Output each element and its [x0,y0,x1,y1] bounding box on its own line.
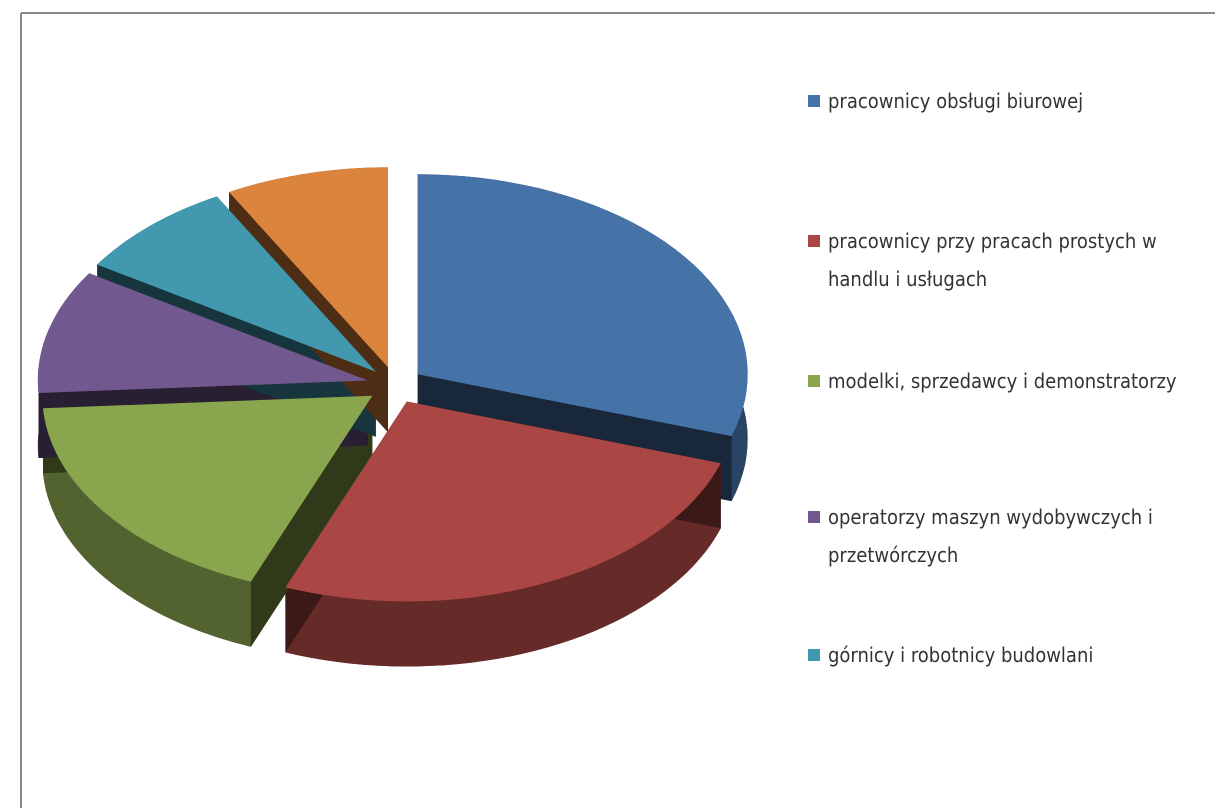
legend-swatch [808,375,820,387]
legend-label: pracownicy przy pracach prostych w handl… [828,229,1157,291]
legend-entry: górnicy i robotnicy budowlani [808,636,1198,674]
slice [97,196,376,372]
legend-swatch [808,95,820,107]
slice-wall [43,408,251,647]
slice-wall [285,463,721,667]
legend-entry: pracownicy przy pracach prostych w handl… [808,222,1198,298]
legend-entry: pracownicy obsługi biurowej [808,82,1198,120]
legend-entry: modelki, sprzedawcy i demonstratorzy [808,362,1198,400]
legend-swatch [808,649,820,661]
legend-label: operatorzy maszyn wydobywczych i przetwó… [828,505,1153,567]
legend-label: górnicy i robotnicy budowlani [828,643,1094,667]
legend-entry: operatorzy maszyn wydobywczych i przetwó… [808,498,1198,574]
legend-label: pracownicy obsługi biurowej [828,89,1084,113]
slice [43,395,373,582]
slice [37,273,368,393]
slice [417,174,748,437]
legend-swatch [808,511,820,523]
legend-swatch [808,235,820,247]
slice-tops [37,167,748,602]
legend-label: modelki, sprzedawcy i demonstratorzy [828,369,1177,393]
slice [229,167,388,368]
slice [285,401,721,602]
